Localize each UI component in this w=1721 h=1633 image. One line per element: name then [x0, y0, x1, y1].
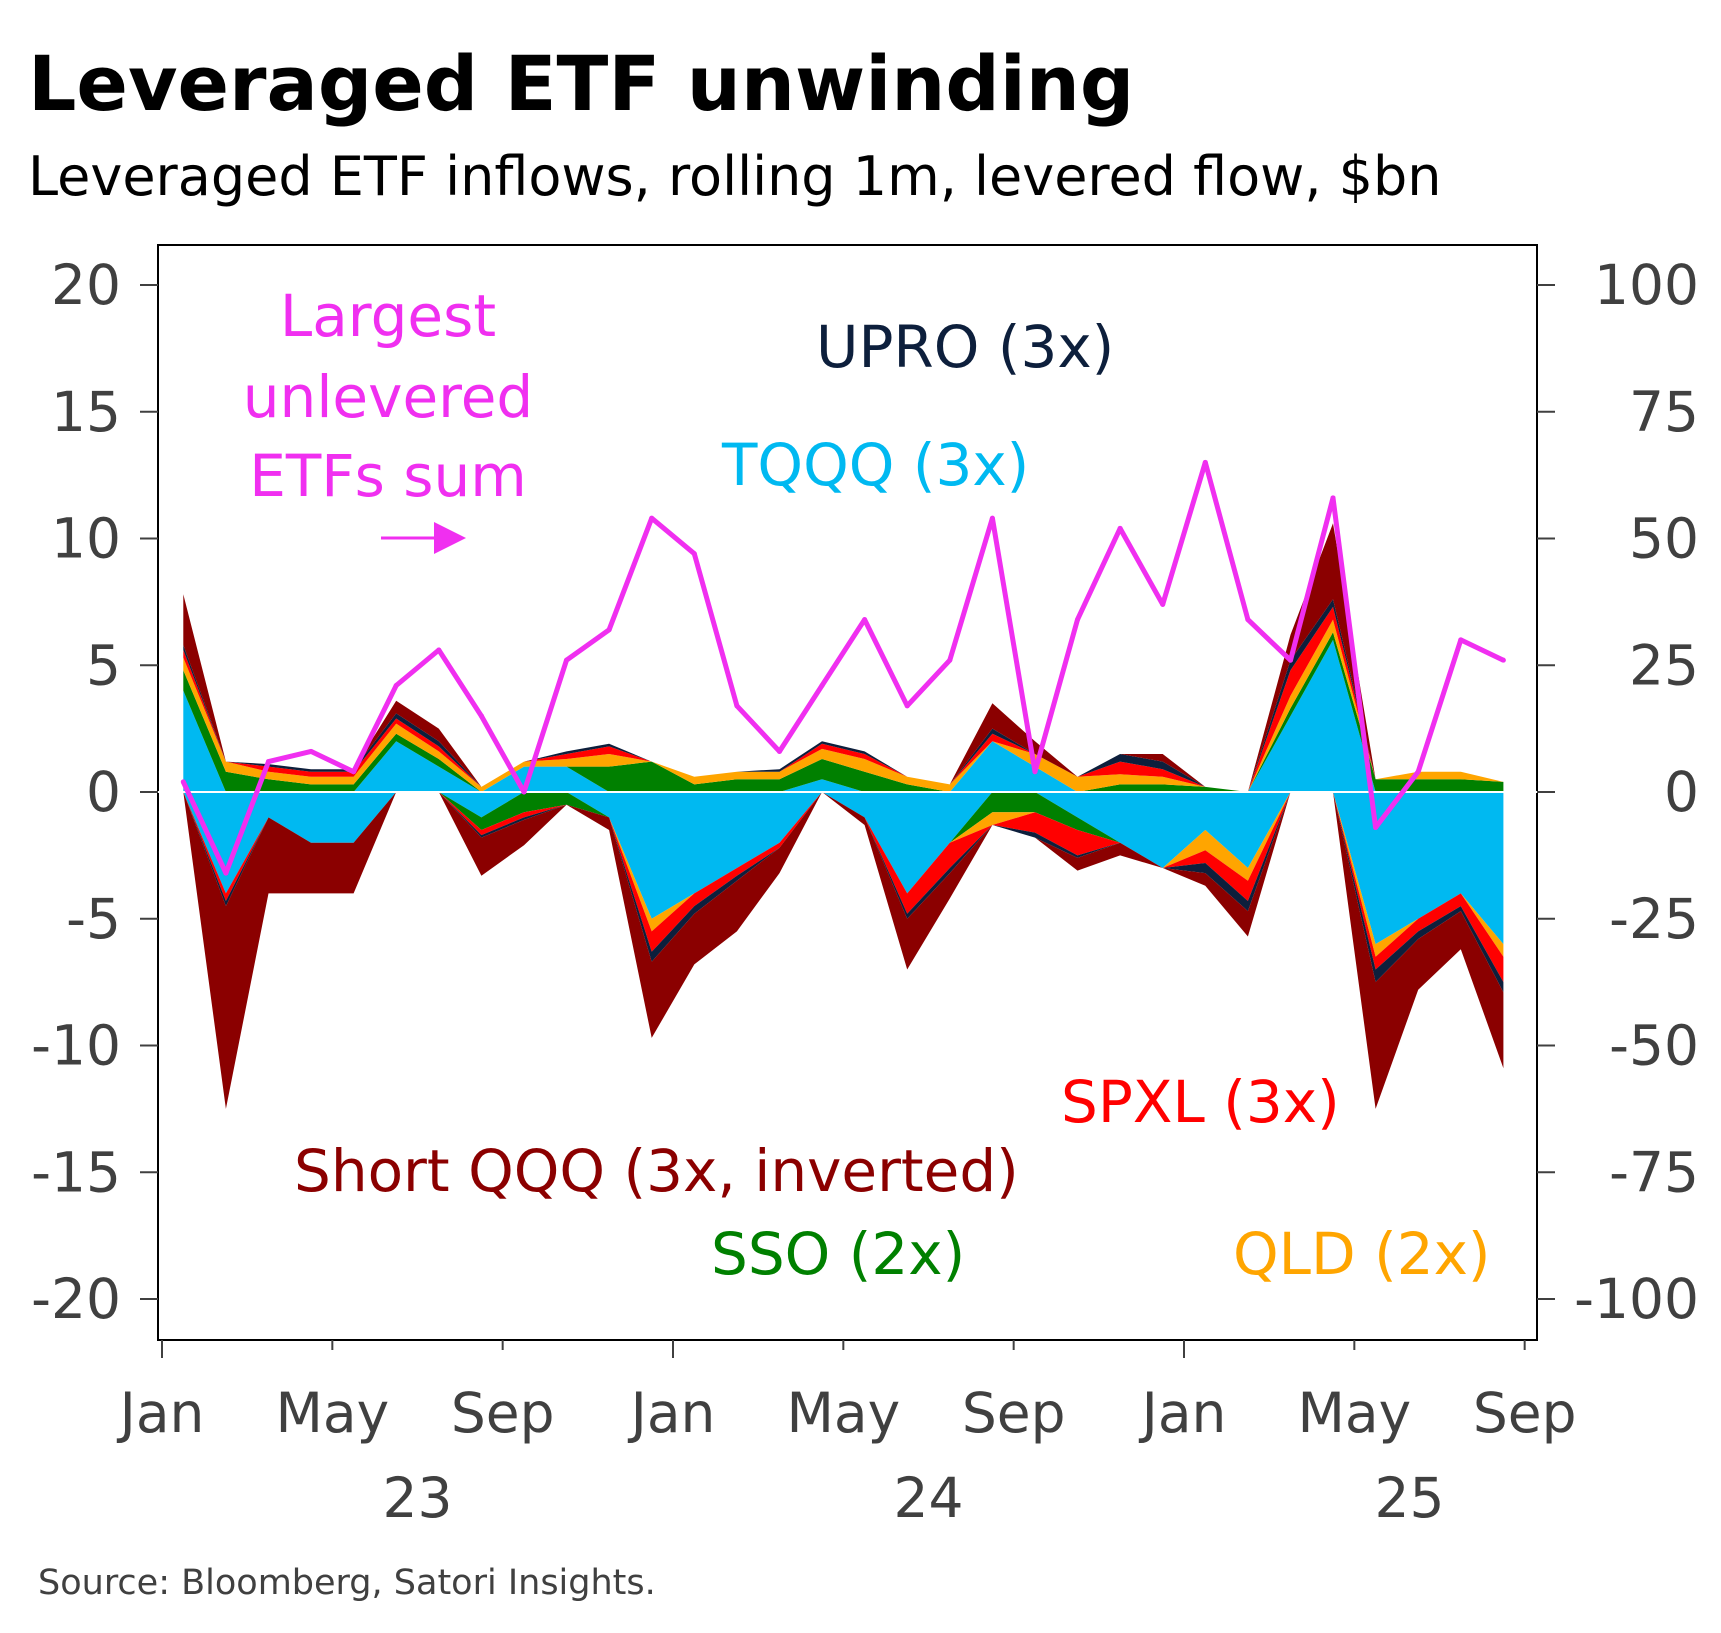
- unlevered-etfs-point: [989, 515, 995, 521]
- unlevered-etfs-point: [1117, 525, 1123, 531]
- unlevered-etfs-point: [1458, 637, 1464, 643]
- unlevered-etfs-point: [308, 748, 314, 754]
- x-tick-label: May: [275, 1381, 389, 1445]
- y-left-tick-label: -15: [31, 1140, 121, 1204]
- x-year-label: 25: [1375, 1466, 1445, 1530]
- x-tick-label: Jan: [117, 1381, 205, 1445]
- x-tick-label: Sep: [962, 1381, 1066, 1445]
- y-right-tick-label: 100: [1594, 253, 1699, 317]
- unlevered-etfs-point: [393, 683, 399, 689]
- unlevered-etfs-point: [1202, 459, 1208, 465]
- y-left-tick-label: 10: [51, 507, 121, 571]
- y-right-tick-label: 50: [1629, 507, 1699, 571]
- unlevered-etfs-point: [1373, 824, 1379, 830]
- x-tick-label: May: [786, 1381, 900, 1445]
- y-left-tick-label: -20: [31, 1267, 121, 1331]
- area-qld-2x-positive: [183, 619, 1504, 792]
- y-left-tick-label: -10: [31, 1014, 121, 1078]
- y-right-tick-label: 0: [1664, 760, 1699, 824]
- spxl-label: SPXL (3x): [1061, 1068, 1340, 1136]
- unlevered-etfs-point: [649, 515, 655, 521]
- y-left-tick-label: 0: [86, 760, 121, 824]
- y-left-tick-label: 15: [51, 380, 121, 444]
- unlevered-etfs-point: [351, 769, 357, 775]
- unlevered-line-group: [180, 459, 1506, 876]
- y-left-tick-label: 20: [51, 253, 121, 317]
- y-right-tick-label: 25: [1629, 633, 1699, 697]
- unlevered-etfs-point: [478, 713, 484, 719]
- unlevered-etfs-point: [1032, 769, 1038, 775]
- x-tick-label: May: [1297, 1381, 1411, 1445]
- area-qld-2x-negative: [183, 792, 1504, 957]
- unlevered-etfs-point: [1160, 601, 1166, 607]
- unlevered-etfs-point: [223, 870, 229, 876]
- unlevered-etfs-point: [1500, 657, 1506, 663]
- y-left-tick-label: -5: [66, 887, 121, 951]
- x-tick-label: Sep: [451, 1381, 555, 1445]
- short-qqq-label: Short QQQ (3x, inverted): [294, 1137, 1019, 1205]
- y-right-tick-label: -25: [1609, 887, 1699, 951]
- unlevered-etfs-point: [947, 657, 953, 663]
- unlevered-etfs-point: [564, 657, 570, 663]
- unlevered-etfs-point: [521, 789, 527, 795]
- unlevered-etfs-line: [181, 459, 1505, 876]
- area-tqqq-3x-negative: [183, 792, 1504, 945]
- y-right-tick-label: -100: [1574, 1267, 1699, 1331]
- area-spxl-3x-positive: [183, 606, 1504, 792]
- tqqq-label: TQQQ (3x): [721, 431, 1029, 499]
- line-label-2: unlevered: [243, 363, 533, 431]
- chart-subtitle: Leveraged ETF inflows, rolling 1m, lever…: [28, 145, 1442, 208]
- unlevered-etfs-point: [180, 779, 186, 785]
- unlevered-etfs-point: [904, 703, 910, 709]
- x-tick-label: Jan: [1139, 1381, 1227, 1445]
- unlevered-etfs-point: [1415, 769, 1421, 775]
- y-right-tick-label: -50: [1609, 1014, 1699, 1078]
- x-tick-label: Sep: [1473, 1381, 1577, 1445]
- unlevered-etfs-point: [606, 627, 612, 633]
- unlevered-etfs-point: [734, 703, 740, 709]
- unlevered-etfs-point: [1075, 617, 1081, 623]
- line-label-3: ETFs sum: [249, 442, 527, 510]
- unlevered-etfs-point: [1287, 657, 1293, 663]
- y-right-tick-label: -75: [1609, 1140, 1699, 1204]
- qld-label: QLD (2x): [1233, 1220, 1491, 1288]
- x-year-label: 23: [383, 1466, 453, 1530]
- unlevered-etfs-point: [776, 748, 782, 754]
- x-year-label: 24: [894, 1466, 964, 1530]
- unlevered-etfs-point: [436, 647, 442, 653]
- y-axis-left: 20 15 10 5 0 -5 -10 -15 -20: [31, 253, 158, 1331]
- unlevered-etfs-point: [1245, 617, 1251, 623]
- line-label-1: Largest: [280, 282, 496, 350]
- x-tick-label: Jan: [628, 1381, 716, 1445]
- arrow-icon: [381, 522, 466, 554]
- source-note: Source: Bloomberg, Satori Insights.: [38, 1563, 656, 1603]
- sso-label: SSO (2x): [711, 1220, 965, 1288]
- y-axis-right: 100 75 50 25 0 -25 -50 -75 -100: [1537, 253, 1699, 1331]
- upro-label: UPRO (3x): [816, 313, 1114, 381]
- unlevered-etfs-point: [691, 551, 697, 557]
- unlevered-etfs-point: [265, 759, 271, 765]
- chart-title: Leveraged ETF unwinding: [28, 39, 1134, 128]
- area-short-qqq-3x-inverted-negative: [183, 792, 1504, 1109]
- unlevered-etfs-point: [1330, 495, 1336, 501]
- unlevered-etfs-point: [862, 617, 868, 623]
- x-axis: Jan May Sep Jan May Sep Jan May Sep 23 24 25: [117, 1340, 1577, 1530]
- line-annotation: Largest unlevered ETFs sum: [243, 282, 533, 510]
- y-left-tick-label: 5: [86, 633, 121, 697]
- area-spxl-3x-negative: [183, 792, 1504, 983]
- y-right-tick-label: 75: [1629, 380, 1699, 444]
- unlevered-etfs-point: [819, 683, 825, 689]
